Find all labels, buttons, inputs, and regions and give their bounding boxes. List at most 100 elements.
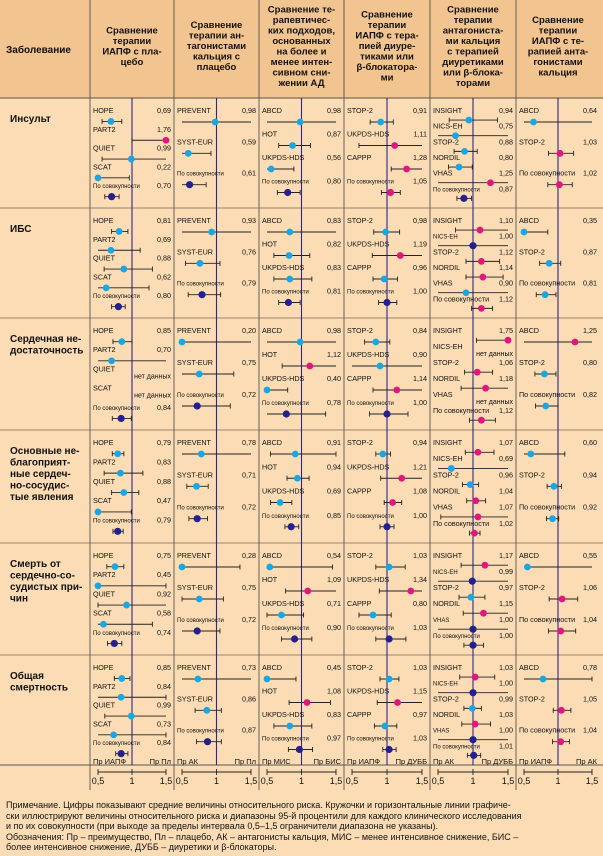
row-label: Смерть от [10,559,61,570]
relative-risk-value: 1,25 [583,326,597,335]
trial-label: NICS-EH [433,570,458,576]
risk-point [108,357,115,365]
axis-direction-label-left: Пр ИАПФ [519,757,552,766]
x-tick-label: 1 [299,776,304,786]
relative-risk-value: 0,88 [157,477,171,486]
trial-label: SCAT [93,162,112,171]
x-tick-label: 1,5 [502,776,515,786]
row-label: тые явления [10,492,74,503]
relative-risk-value: 0,73 [157,719,171,728]
column-header-line: ИАПФ с те- [532,36,584,47]
trial-label: По совокупности [262,737,309,743]
relative-risk-value: 0,88 [499,137,513,146]
risk-point [369,611,377,619]
trial-label: NORDIL [433,153,460,162]
risk-point [162,136,170,144]
row-label: ные сердеч- [10,469,71,480]
risk-point [383,298,391,307]
risk-point [520,228,528,236]
relative-risk-value: 1,14 [499,263,513,272]
risk-point [504,336,512,344]
trial-label: QUIET [93,144,116,153]
row-label: чин [10,594,28,605]
trial-label: По совокупности [433,406,489,415]
trial-label: По совокупности [519,169,575,178]
risk-point [556,149,564,157]
risk-point [117,469,124,477]
relative-risk-value: 0,97 [327,734,341,743]
trial-label: UKPDS-HDS [262,374,305,383]
x-tick-label: 1 [384,776,389,786]
trial-label: VHAS [433,390,453,399]
relative-risk-value: 0,81 [327,287,341,296]
risk-point [394,699,401,706]
trial-label: По совокупности [262,180,309,186]
trial-label: UKPDS-HDS [347,575,390,584]
column-header-line: терапии [368,20,407,31]
relative-risk-value: 0,85 [157,326,171,335]
trial-label: STOP-2 [433,358,459,367]
relative-risk-value: 1,03 [413,623,427,632]
column-header-line: ми [381,73,394,84]
risk-point [474,448,482,456]
relative-risk-value: 0,47 [157,496,171,505]
trial-label: STOP-2 [433,247,459,256]
relative-risk-value: 0,59 [242,137,256,146]
trial-label: SYST-EUR [177,583,213,592]
risk-point [393,386,401,394]
relative-risk-value: 1,03 [413,551,427,560]
relative-risk-value: 0,58 [157,609,171,618]
risk-point [110,731,118,739]
risk-point [487,179,494,187]
relative-risk-value: 1,08 [327,687,341,696]
trial-label: PART2 [93,682,116,691]
trial-label: VHAS [433,618,449,624]
relative-risk-value: 0,35 [583,216,597,225]
column-header-line: Сравнение [447,4,499,15]
trial-label: QUIET [93,589,116,598]
trial-label: PREVENT [177,106,212,115]
column-header-line: цебо [121,57,144,68]
trial-label: SYST-EUR [177,470,213,479]
axis-direction-label-left: Пр МИС [262,757,291,766]
no-data-label: нет данных [476,351,513,358]
relative-risk-value: 0,80 [157,291,171,300]
risk-point [286,722,294,730]
risk-point [539,675,547,683]
risk-point [102,284,110,292]
relative-risk-value: 0,85 [157,663,171,672]
trial-label: По совокупности [262,401,309,407]
trial-label: По совокупности [93,294,140,300]
column-header-line: Сравнение те- [268,4,335,15]
trial-label: STOP-2 [519,247,545,256]
x-tick-label: 1 [555,776,560,786]
relative-risk-value: 0,87 [499,184,513,193]
trial-label: HOT [262,575,278,584]
relative-risk-value: 1,00 [499,232,513,241]
risk-point [114,450,122,458]
relative-risk-value: 0,78 [583,663,597,672]
relative-risk-value: 0,70 [157,345,171,354]
risk-point [403,165,410,173]
trial-label: ABCD [519,551,539,560]
trial-label: NICS-EH [433,682,458,688]
risk-point [470,751,478,759]
trial-label: PART2 [93,457,116,466]
risk-point [385,675,393,683]
risk-point [94,582,102,590]
row-label: но-сосудис- [10,481,69,492]
relative-risk-value: 0,22 [157,162,171,171]
risk-point [127,712,135,720]
relative-risk-value: 1,12 [499,247,513,256]
trial-label: VHAS [433,729,449,735]
trial-label: PREVENT [177,326,212,335]
trial-label: ABCD [519,663,539,672]
relative-risk-value: 1,12 [499,294,513,303]
trial-label: SCAT [93,609,112,618]
row-label: Общая [10,670,44,682]
risk-point [455,163,463,171]
column-header-line: ких подходов, [268,25,335,36]
risk-point [469,242,477,250]
relative-risk-value: 1,76 [157,125,171,134]
risk-point [377,118,385,126]
